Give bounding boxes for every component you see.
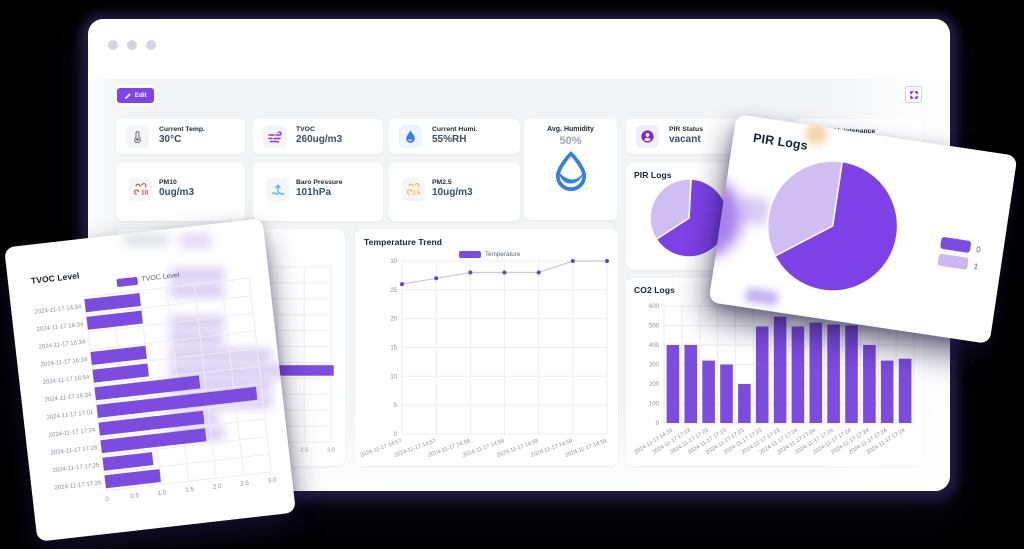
svg-text:400: 400 [649, 343, 660, 349]
svg-text:10: 10 [141, 190, 148, 197]
svg-text:15: 15 [390, 346, 397, 352]
svg-text:0.5: 0.5 [130, 492, 140, 500]
svg-text:600: 600 [649, 304, 660, 310]
svg-text:2.5: 2.5 [240, 480, 250, 488]
svg-text:2024-11-17 16:34: 2024-11-17 16:34 [38, 339, 86, 350]
svg-text:2024-11-17 14:34: 2024-11-17 14:34 [34, 304, 82, 315]
svg-text:2.5: 2.5 [412, 191, 420, 197]
svg-text:500: 500 [649, 324, 660, 330]
svg-text:100: 100 [649, 402, 660, 408]
svg-text:2024-11-17 16:54: 2024-11-17 16:54 [42, 375, 90, 386]
svg-text:0: 0 [656, 421, 660, 427]
svg-text:20: 20 [390, 317, 397, 323]
svg-text:5: 5 [394, 403, 398, 409]
svg-text:3.0: 3.0 [327, 448, 335, 454]
svg-text:2024-11-17 17:25: 2024-11-17 17:25 [54, 480, 102, 491]
svg-text:2.5: 2.5 [300, 448, 308, 454]
svg-text:0: 0 [394, 432, 398, 438]
svg-text:2.0: 2.0 [212, 483, 222, 491]
svg-text:1: 1 [973, 262, 979, 272]
svg-text:300: 300 [649, 363, 660, 369]
svg-text:10: 10 [390, 374, 397, 380]
svg-text:2024-11-17 16:34: 2024-11-17 16:34 [44, 392, 92, 403]
svg-text:1.0: 1.0 [157, 489, 167, 497]
svg-text:30: 30 [390, 259, 397, 265]
svg-text:2024-11-17 17:25: 2024-11-17 17:25 [52, 463, 100, 474]
svg-text:1.5: 1.5 [185, 486, 195, 494]
svg-text:0: 0 [105, 496, 110, 503]
svg-text:200: 200 [649, 382, 660, 388]
svg-text:2024-11-17 17:24: 2024-11-17 17:24 [48, 428, 96, 439]
svg-text:2024-11-17 17:01: 2024-11-17 17:01 [46, 410, 94, 421]
svg-text:2024-11-17 16:34: 2024-11-17 16:34 [40, 357, 88, 368]
svg-text:25: 25 [390, 288, 397, 294]
svg-text:0: 0 [976, 245, 982, 255]
svg-text:3.0: 3.0 [267, 477, 277, 485]
svg-text:2024-11-17 16:34: 2024-11-17 16:34 [36, 322, 84, 333]
svg-text:2024-11-17 17:25: 2024-11-17 17:25 [50, 445, 98, 456]
